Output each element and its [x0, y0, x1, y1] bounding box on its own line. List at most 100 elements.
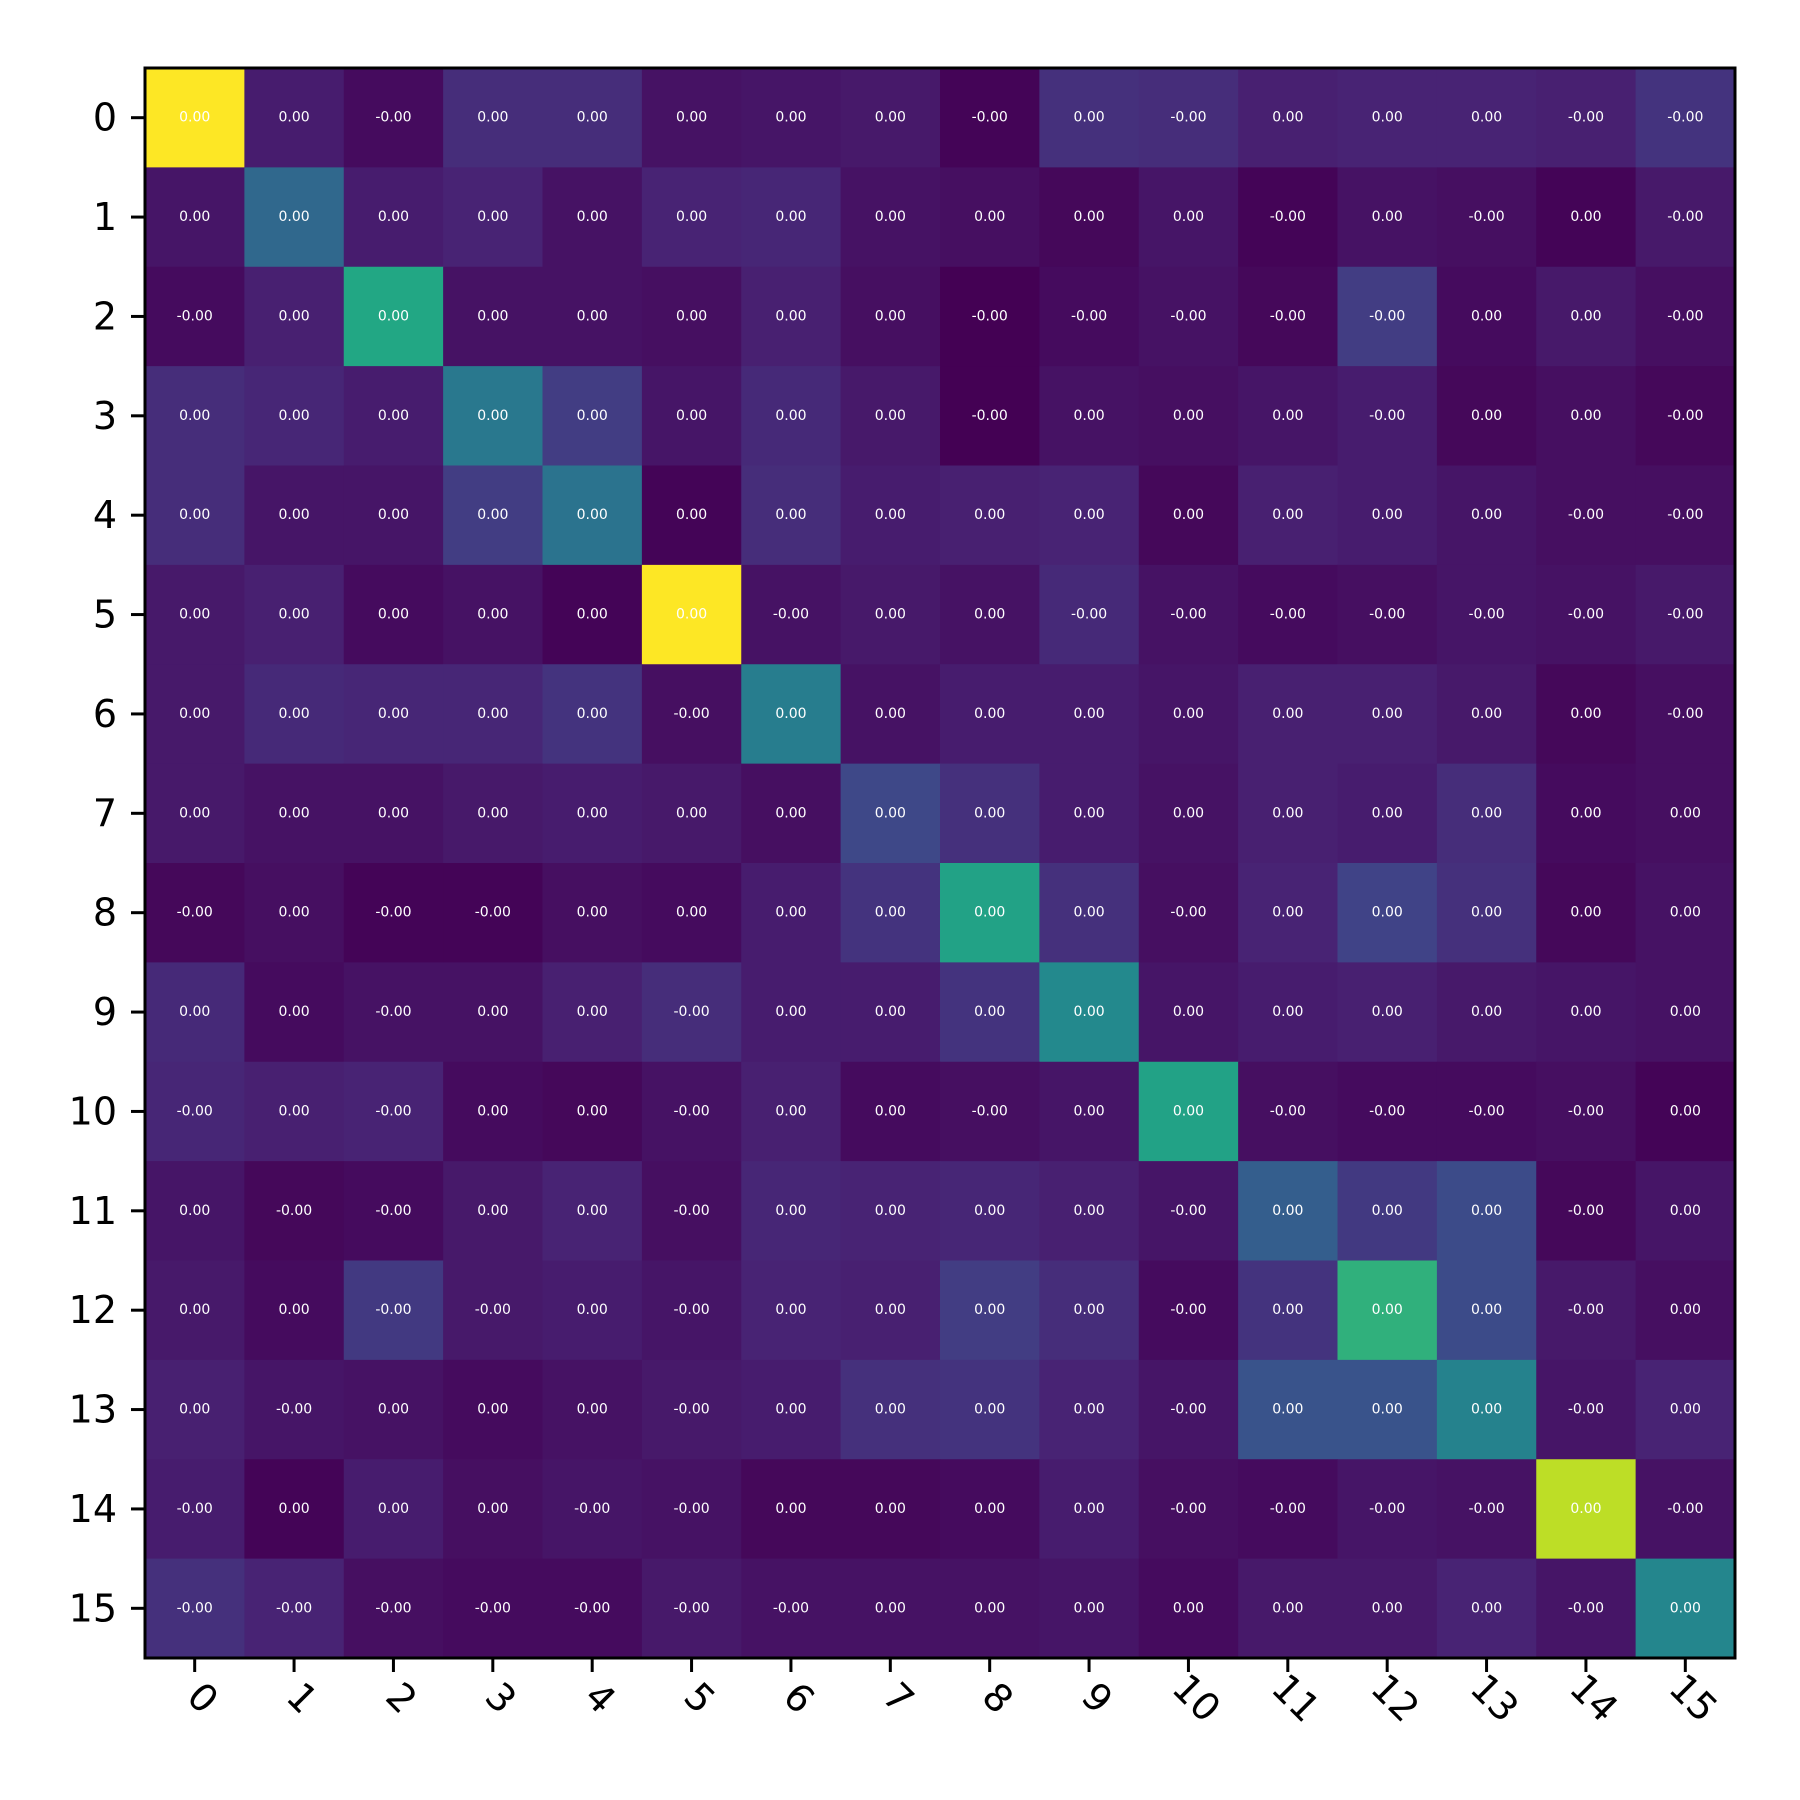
- cell-value-label: 0.00: [477, 607, 508, 623]
- cell-value-label: -0.00: [1667, 308, 1703, 324]
- heatmap-cell: [741, 1161, 842, 1261]
- heatmap-cell: [1138, 366, 1239, 466]
- cell-value-label: -0.00: [1568, 507, 1604, 523]
- cell-value-label: 0.00: [974, 1600, 1005, 1616]
- cell-value-label: 0.00: [1471, 905, 1502, 921]
- cell-value-label: 0.00: [278, 1501, 309, 1517]
- cell-value-label: 0.00: [278, 706, 309, 722]
- cell-value-label: -0.00: [1667, 1501, 1703, 1517]
- heatmap-cell: [1536, 465, 1637, 566]
- cell-value-label: -0.00: [1667, 209, 1703, 225]
- cell-value-label: 0.00: [1073, 507, 1104, 523]
- heatmap-cell: [741, 863, 842, 963]
- y-tick-label: 3: [93, 394, 117, 438]
- cell-value-label: 0.00: [1372, 706, 1403, 722]
- cell-value-label: 0.00: [477, 1501, 508, 1517]
- heatmap-cell: [741, 1061, 842, 1162]
- heatmap-cell: [1238, 1061, 1338, 1162]
- heatmap-cell: [641, 1359, 742, 1460]
- heatmap-cell: [1238, 1459, 1338, 1560]
- heatmap-cell: [940, 564, 1040, 665]
- heatmap-cell: [244, 167, 345, 268]
- cell-value-label: 0.00: [775, 1501, 806, 1517]
- cell-value-label: 0.00: [1372, 507, 1403, 523]
- heatmap-cell: [443, 68, 543, 168]
- cell-value-label: 0.00: [1372, 905, 1403, 921]
- heatmap-cell: [1536, 962, 1637, 1063]
- cell-value-label: 0.00: [875, 507, 906, 523]
- cell-value-label: -0.00: [375, 1600, 411, 1616]
- heatmap-cell: [145, 68, 245, 168]
- cell-value-label: 0.00: [1073, 706, 1104, 722]
- heatmap-cell: [244, 564, 345, 665]
- cell-value-label: -0.00: [1667, 507, 1703, 523]
- heatmap-cell: [641, 167, 742, 268]
- heatmap-cell: [1039, 465, 1140, 566]
- heatmap-cell: [443, 1260, 543, 1361]
- heatmap-cell: [940, 1359, 1040, 1460]
- cell-value-label: 0.00: [775, 805, 806, 821]
- cell-value-label: -0.00: [1071, 308, 1107, 324]
- heatmap-cell: [1436, 1359, 1537, 1460]
- heatmap-cell: [1039, 1359, 1140, 1460]
- heatmap-cell: [840, 1359, 941, 1460]
- cell-value-label: 0.00: [577, 507, 608, 523]
- cell-value-label: 0.00: [1073, 408, 1104, 424]
- cell-value-label: 0.00: [378, 706, 409, 722]
- cell-value-label: 0.00: [179, 209, 210, 225]
- cell-value-label: 0.00: [1471, 110, 1502, 126]
- cell-value-label: 0.00: [1173, 209, 1204, 225]
- cell-value-label: -0.00: [177, 1600, 213, 1616]
- heatmap-cell: [840, 863, 941, 963]
- cell-value-label: -0.00: [1568, 1402, 1604, 1418]
- cell-value-label: -0.00: [1270, 1501, 1306, 1517]
- y-tick-label: 13: [69, 1388, 117, 1432]
- cell-value-label: 0.00: [974, 1004, 1005, 1020]
- heatmap-cell: [840, 962, 941, 1063]
- y-tick-label: 14: [69, 1487, 117, 1531]
- heatmap-cell: [244, 1359, 345, 1460]
- heatmap-cell: [343, 1558, 444, 1659]
- heatmap-cell: [145, 465, 245, 566]
- heatmap-cell: [443, 366, 543, 466]
- cell-value-label: 0.00: [1073, 1402, 1104, 1418]
- heatmap-cell: [244, 465, 345, 566]
- heatmap-cell: [443, 465, 543, 566]
- cell-value-label: -0.00: [276, 1600, 312, 1616]
- cell-value-label: 0.00: [1073, 905, 1104, 921]
- cell-value-label: -0.00: [673, 1103, 709, 1119]
- heatmap-cell: [1436, 664, 1537, 765]
- heatmap-cell: [343, 763, 444, 864]
- heatmap-cell: [145, 1359, 245, 1460]
- cell-value-label: 0.00: [1372, 110, 1403, 126]
- heatmap-cell: [1138, 763, 1239, 864]
- cell-value-label: 0.00: [1471, 1402, 1502, 1418]
- cell-value-label: 0.00: [1372, 1004, 1403, 1020]
- cell-value-label: -0.00: [475, 905, 511, 921]
- heatmap-cell: [1039, 167, 1140, 268]
- cell-value-label: 0.00: [1073, 1501, 1104, 1517]
- cell-value-label: 0.00: [278, 1103, 309, 1119]
- cell-value-label: 0.00: [875, 1600, 906, 1616]
- cell-value-label: 0.00: [477, 706, 508, 722]
- y-tick-label: 9: [93, 990, 117, 1034]
- heatmap-cell: [1238, 1260, 1338, 1361]
- heatmap-cell: [1635, 465, 1736, 566]
- heatmap-cell: [1635, 366, 1736, 466]
- heatmap-cell: [940, 863, 1040, 963]
- heatmap-cell: [1039, 366, 1140, 466]
- cell-value-label: 0.00: [378, 607, 409, 623]
- cell-value-label: 0.00: [577, 805, 608, 821]
- heatmap-cell: [741, 763, 842, 864]
- cell-value-label: -0.00: [1468, 1501, 1504, 1517]
- cell-value-label: 0.00: [974, 607, 1005, 623]
- heatmap-cell: [1238, 664, 1338, 765]
- heatmap-cell: [1039, 1061, 1140, 1162]
- cell-value-label: -0.00: [276, 1402, 312, 1418]
- heatmap-cell: [1635, 266, 1736, 367]
- cell-value-label: -0.00: [1568, 1203, 1604, 1219]
- cell-value-label: 0.00: [1272, 507, 1303, 523]
- cell-value-label: -0.00: [673, 1402, 709, 1418]
- heatmap-cell: [1138, 68, 1239, 168]
- cell-value-label: 0.00: [1272, 408, 1303, 424]
